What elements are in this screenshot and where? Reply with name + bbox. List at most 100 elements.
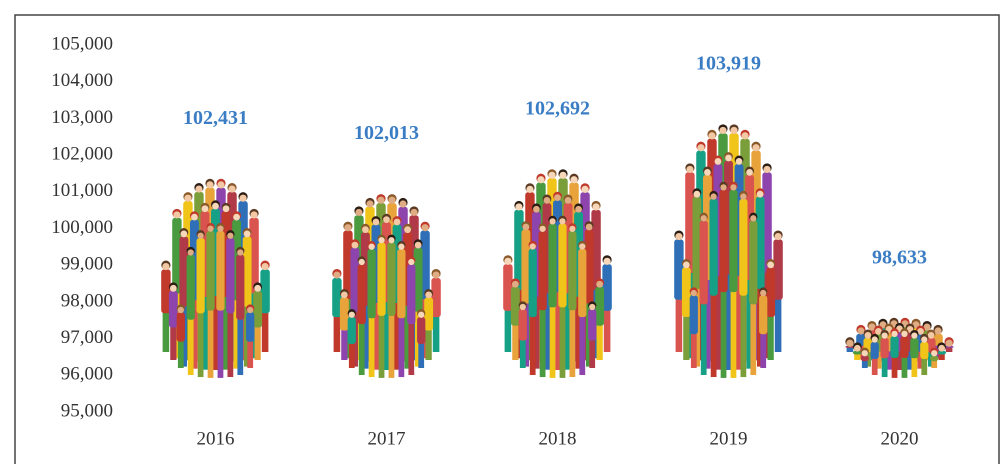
- face: [543, 197, 551, 204]
- legs: [393, 301, 401, 370]
- face: [368, 243, 375, 250]
- legs: [554, 290, 561, 370]
- torso: [860, 355, 869, 362]
- legs: [911, 356, 918, 378]
- torso: [431, 277, 441, 318]
- face: [875, 327, 882, 335]
- face: [857, 327, 865, 335]
- face: [340, 291, 348, 299]
- legs: [846, 345, 854, 352]
- torso: [206, 230, 215, 311]
- face: [763, 165, 771, 174]
- torso: [591, 209, 601, 290]
- legs: [533, 294, 540, 369]
- face: [720, 184, 727, 191]
- face: [730, 126, 738, 134]
- face: [243, 230, 251, 238]
- legs: [512, 323, 519, 360]
- face: [917, 327, 924, 335]
- value-label: 98,633: [872, 246, 927, 268]
- face: [217, 181, 225, 189]
- torso: [910, 337, 919, 359]
- face: [756, 190, 764, 198]
- torso: [339, 297, 349, 331]
- torso: [343, 230, 353, 300]
- torso: [900, 336, 909, 359]
- legs: [891, 356, 898, 378]
- legs: [710, 293, 717, 378]
- face: [596, 280, 604, 288]
- legs: [432, 315, 440, 352]
- face: [212, 202, 219, 210]
- torso: [890, 336, 899, 359]
- legs: [730, 290, 737, 378]
- face: [522, 223, 530, 231]
- value-label: 103,919: [696, 52, 761, 74]
- legs: [362, 303, 369, 369]
- face: [383, 216, 390, 223]
- face: [931, 350, 938, 357]
- legs: [746, 278, 753, 369]
- y-tick-label: 103,000: [51, 107, 113, 128]
- value-label: 102,692: [525, 97, 590, 119]
- torso: [172, 217, 182, 294]
- torso: [377, 242, 386, 316]
- torso: [759, 295, 768, 335]
- legs: [564, 291, 572, 370]
- face: [570, 176, 578, 184]
- face: [372, 218, 380, 226]
- face: [923, 323, 931, 331]
- legs: [529, 315, 536, 375]
- face: [868, 323, 876, 331]
- face: [554, 194, 561, 202]
- face: [564, 197, 572, 204]
- legs: [945, 345, 953, 352]
- face: [693, 190, 701, 198]
- y-tick-label: 99,000: [61, 254, 113, 275]
- legs: [603, 308, 611, 352]
- torso: [514, 209, 524, 290]
- face: [187, 249, 194, 256]
- legs: [579, 315, 586, 375]
- legs: [425, 328, 432, 360]
- torso: [216, 230, 225, 311]
- face: [697, 144, 705, 152]
- torso: [347, 317, 356, 344]
- face: [927, 331, 935, 339]
- face: [864, 331, 872, 339]
- torso: [692, 196, 702, 289]
- legs: [254, 325, 261, 360]
- face: [725, 154, 732, 162]
- face: [548, 171, 556, 179]
- crowd: [845, 317, 954, 378]
- torso: [588, 309, 597, 341]
- legs: [569, 308, 576, 378]
- y-tick-label: 98,000: [61, 290, 113, 311]
- face: [344, 224, 352, 232]
- legs: [504, 308, 512, 352]
- crowd: [503, 169, 612, 378]
- face: [399, 200, 407, 208]
- face: [362, 226, 369, 234]
- torso: [350, 247, 360, 312]
- torso: [246, 312, 255, 342]
- legs: [714, 273, 722, 370]
- x-tick-label: 2017: [368, 428, 406, 449]
- torso: [920, 341, 929, 359]
- torso: [196, 237, 205, 314]
- face: [358, 258, 365, 266]
- torso: [602, 264, 612, 311]
- torso: [709, 198, 718, 296]
- face: [710, 193, 717, 200]
- torso: [548, 223, 557, 308]
- legs: [740, 293, 747, 378]
- legs: [222, 295, 230, 370]
- legs: [539, 308, 546, 378]
- torso: [510, 286, 520, 326]
- legs: [201, 295, 209, 370]
- face: [398, 243, 405, 250]
- value-label: 102,013: [354, 122, 419, 144]
- face: [348, 311, 355, 318]
- legs: [191, 298, 198, 369]
- torso: [578, 248, 587, 318]
